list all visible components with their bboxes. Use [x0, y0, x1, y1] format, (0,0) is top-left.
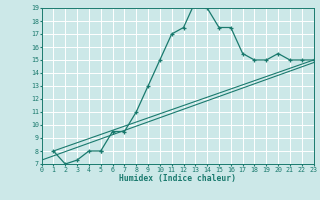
- X-axis label: Humidex (Indice chaleur): Humidex (Indice chaleur): [119, 174, 236, 183]
